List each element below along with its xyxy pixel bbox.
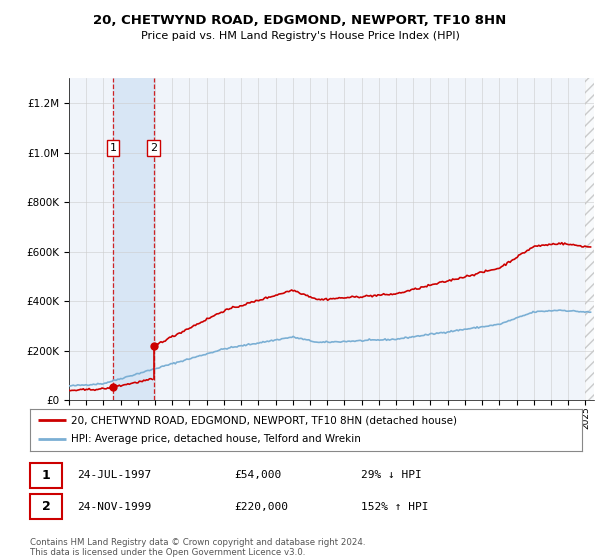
Text: Contains HM Land Registry data © Crown copyright and database right 2024.
This d: Contains HM Land Registry data © Crown c… — [30, 538, 365, 557]
Text: Price paid vs. HM Land Registry's House Price Index (HPI): Price paid vs. HM Land Registry's House … — [140, 31, 460, 41]
Text: 24-NOV-1999: 24-NOV-1999 — [77, 502, 151, 512]
Text: 20, CHETWYND ROAD, EDGMOND, NEWPORT, TF10 8HN (detached house): 20, CHETWYND ROAD, EDGMOND, NEWPORT, TF1… — [71, 415, 457, 425]
Text: 2: 2 — [150, 143, 157, 153]
Text: 1: 1 — [109, 143, 116, 153]
FancyBboxPatch shape — [30, 463, 62, 488]
Text: HPI: Average price, detached house, Telford and Wrekin: HPI: Average price, detached house, Telf… — [71, 435, 361, 445]
Text: 152% ↑ HPI: 152% ↑ HPI — [361, 502, 428, 512]
Text: 20, CHETWYND ROAD, EDGMOND, NEWPORT, TF10 8HN: 20, CHETWYND ROAD, EDGMOND, NEWPORT, TF1… — [94, 14, 506, 27]
Text: 24-JUL-1997: 24-JUL-1997 — [77, 470, 151, 480]
Text: 1: 1 — [41, 469, 50, 482]
Text: 2: 2 — [41, 500, 50, 514]
Text: 29% ↓ HPI: 29% ↓ HPI — [361, 470, 422, 480]
Text: £220,000: £220,000 — [234, 502, 288, 512]
FancyBboxPatch shape — [30, 494, 62, 520]
Bar — [113, 78, 154, 400]
Text: £54,000: £54,000 — [234, 470, 281, 480]
